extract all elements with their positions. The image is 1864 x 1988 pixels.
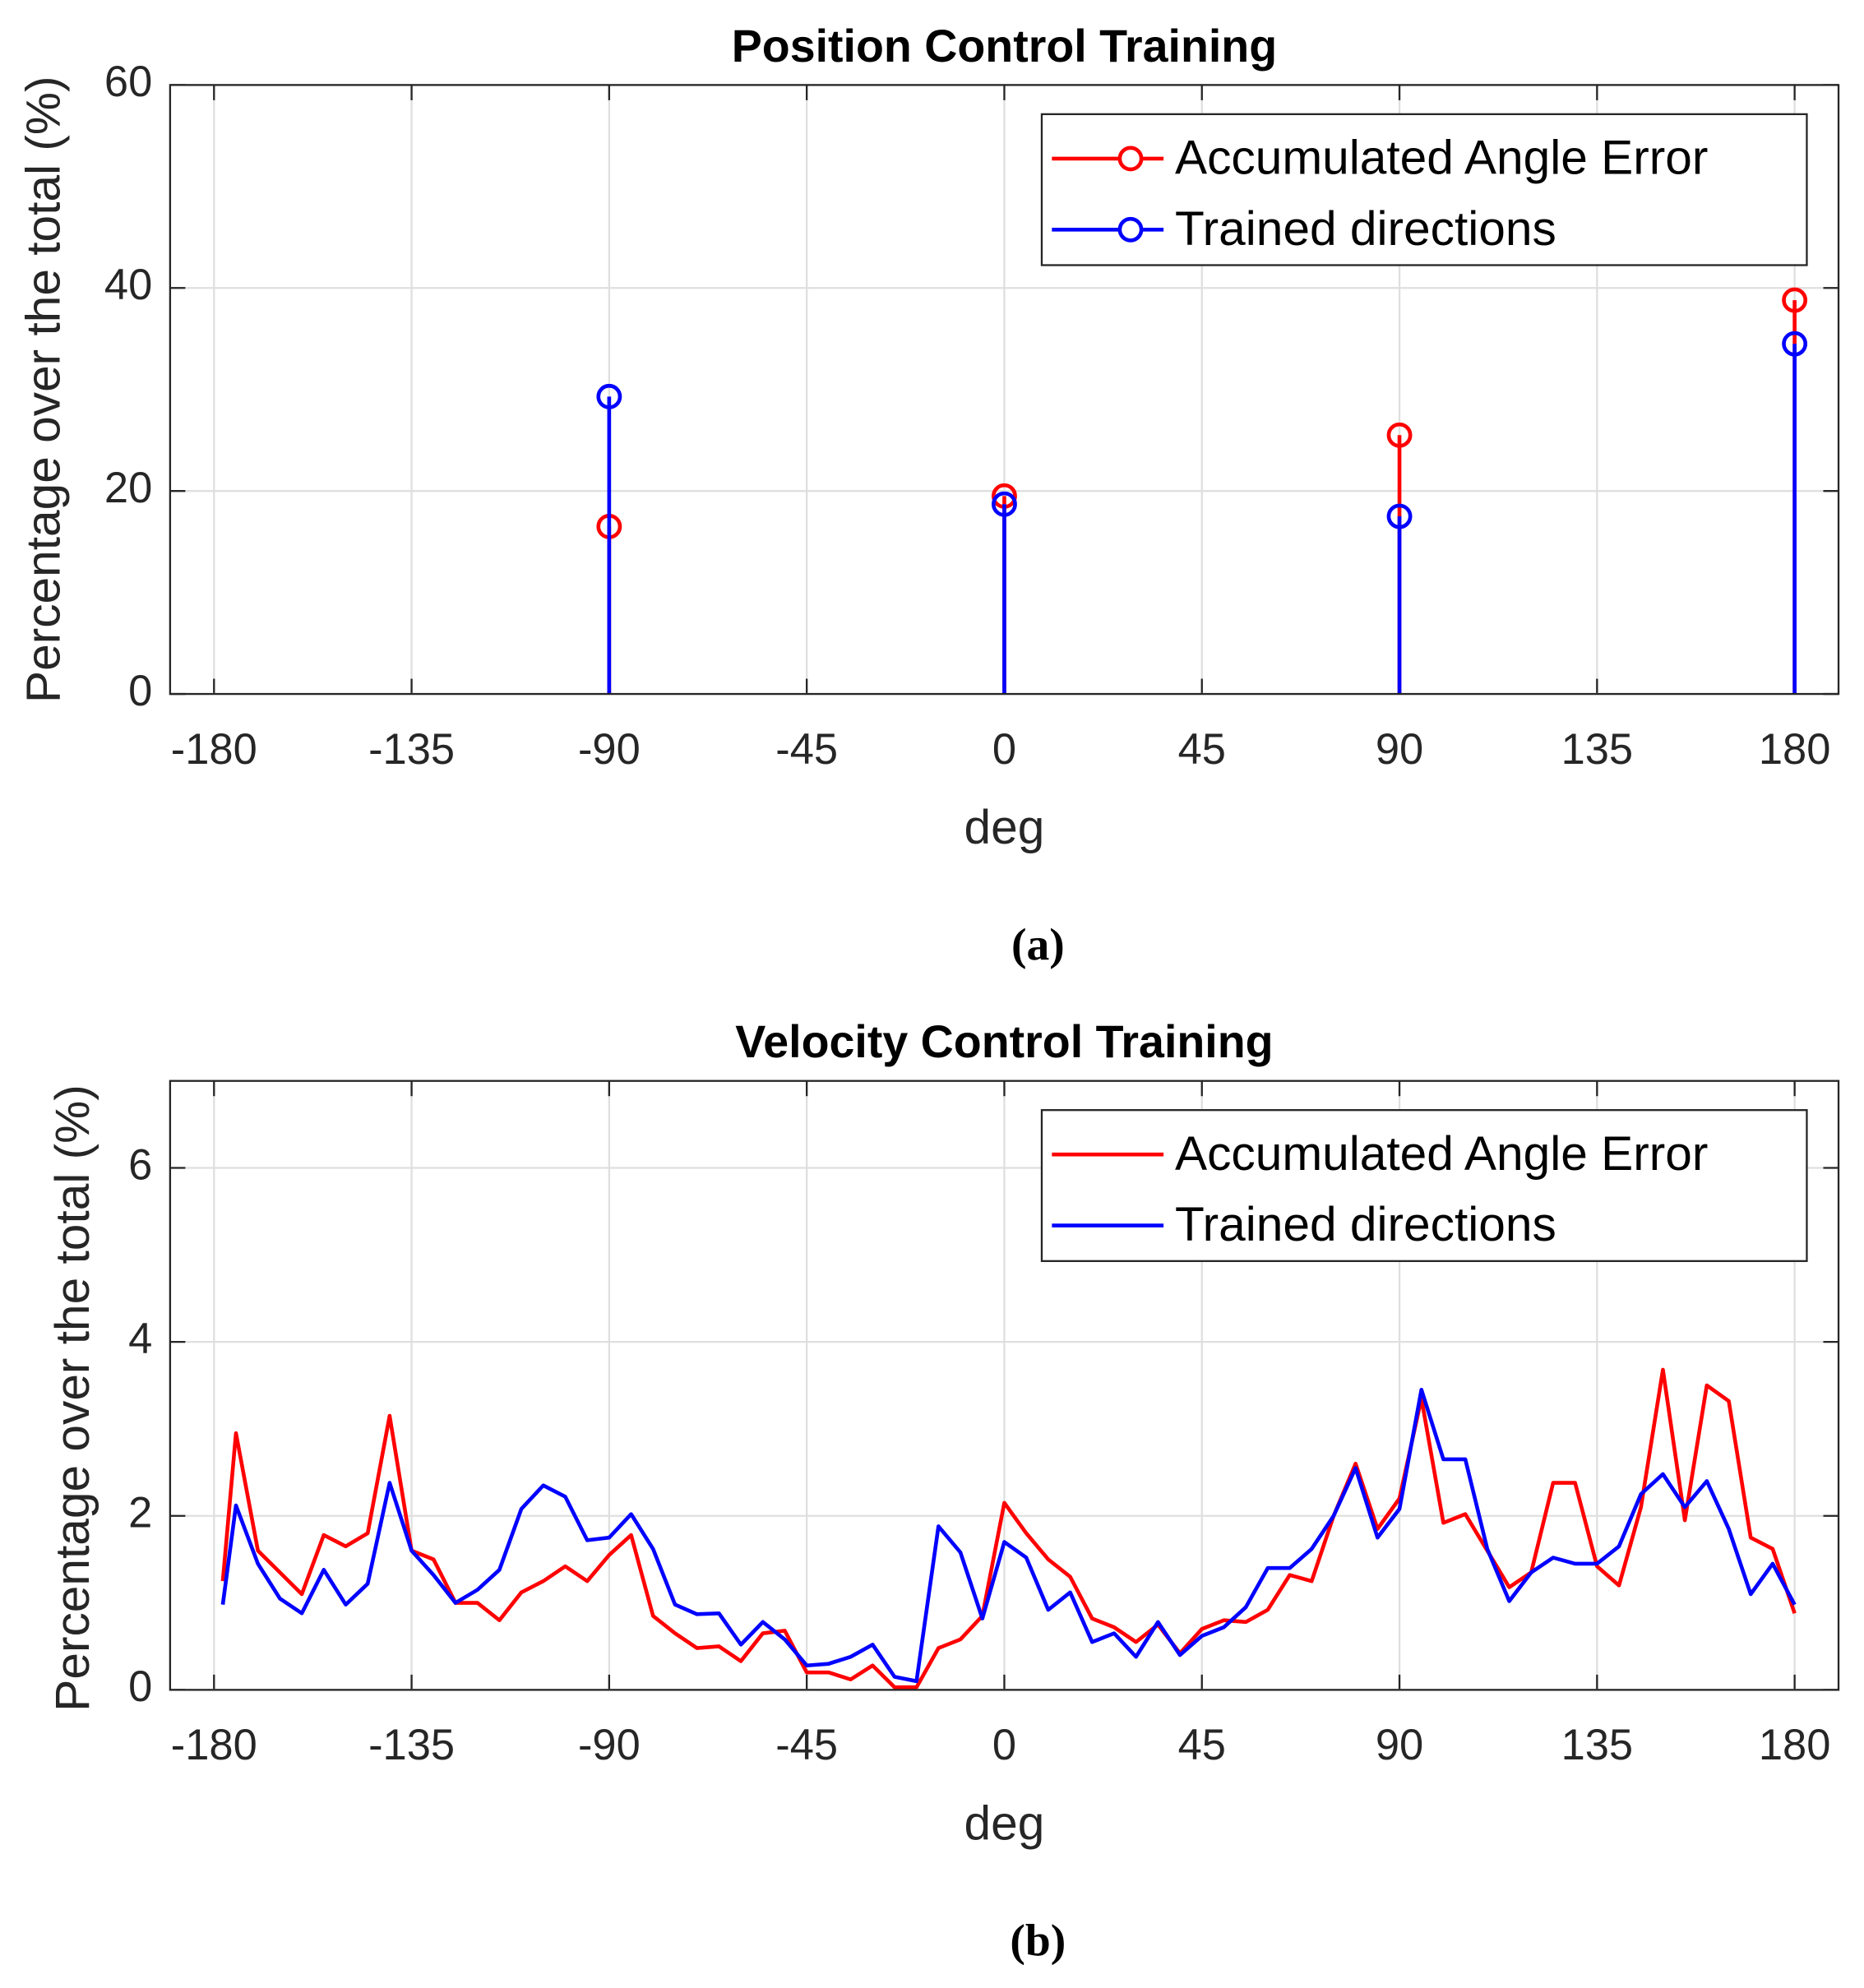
chart-title: Position Control Training xyxy=(732,21,1277,72)
y-tick-label: 0 xyxy=(128,668,152,715)
x-tick-label: 180 xyxy=(1759,726,1831,774)
legend-label: Accumulated Angle Error xyxy=(1175,1127,1708,1181)
x-tick-label: 180 xyxy=(1759,1722,1831,1769)
y-tick-label: 60 xyxy=(104,58,152,106)
y-tick-label: 4 xyxy=(128,1315,152,1363)
y-tick-label: 0 xyxy=(128,1663,152,1711)
y-tick-label: 20 xyxy=(104,465,152,512)
y-tick-label: 2 xyxy=(128,1490,152,1537)
caption: (b) xyxy=(1010,1915,1066,1966)
stem-marker xyxy=(992,491,1017,517)
legend-marker xyxy=(1117,146,1144,172)
axes-frame xyxy=(169,84,1840,696)
x-axis-label: deg xyxy=(964,801,1045,854)
y-tick-label: 40 xyxy=(104,261,152,309)
stem-marker xyxy=(596,383,622,409)
chart-title: Velocity Control Training xyxy=(735,1016,1273,1067)
stem-marker xyxy=(1782,331,1808,357)
x-tick-label: 0 xyxy=(992,1722,1016,1769)
axes-frame xyxy=(169,1080,1840,1691)
x-tick-label: -45 xyxy=(775,1722,838,1769)
legend-box xyxy=(1040,1109,1808,1262)
legend-label: Accumulated Angle Error xyxy=(1175,131,1708,184)
stem-marker xyxy=(1782,287,1808,313)
x-axis-label: deg xyxy=(964,1797,1045,1851)
chart: -180 -135 -90 -45 0 45 90 135 180 0 20 40 60 Accumula… xyxy=(17,21,1840,970)
x-tick-label: 0 xyxy=(992,726,1016,774)
chart: -180 -135 -90 -45 0 45 90 135 180 0 2 4 6 Accumulated… xyxy=(46,1016,1840,1966)
x-tick-label: -180 xyxy=(171,1722,257,1769)
y-axis-label: Percentage over the total (%) xyxy=(46,1084,99,1712)
x-tick-label: 90 xyxy=(1376,726,1423,774)
legend-box xyxy=(1040,113,1808,266)
x-tick-label: -90 xyxy=(578,726,641,774)
x-tick-label: -180 xyxy=(171,726,257,774)
stem-marker xyxy=(1386,503,1413,529)
legend-label: Trained directions xyxy=(1175,1198,1556,1251)
y-axis-label: Percentage over the total (%) xyxy=(17,76,71,703)
x-tick-label: 135 xyxy=(1561,1722,1634,1769)
legend-label: Trained directions xyxy=(1175,202,1556,256)
x-tick-label: -45 xyxy=(775,726,838,774)
x-tick-label: 45 xyxy=(1178,726,1226,774)
x-tick-label: 135 xyxy=(1561,726,1634,774)
stem-marker xyxy=(1386,422,1413,448)
x-tick-label: 90 xyxy=(1376,1722,1423,1769)
y-tick-label: 6 xyxy=(128,1141,152,1189)
caption: (a) xyxy=(1011,919,1065,970)
x-tick-label: -90 xyxy=(578,1722,641,1769)
legend-marker xyxy=(1117,216,1144,243)
x-tick-label: -135 xyxy=(368,1722,455,1769)
line xyxy=(220,1388,1797,1684)
x-tick-label: -135 xyxy=(368,726,455,774)
x-tick-label: 45 xyxy=(1178,1722,1226,1769)
